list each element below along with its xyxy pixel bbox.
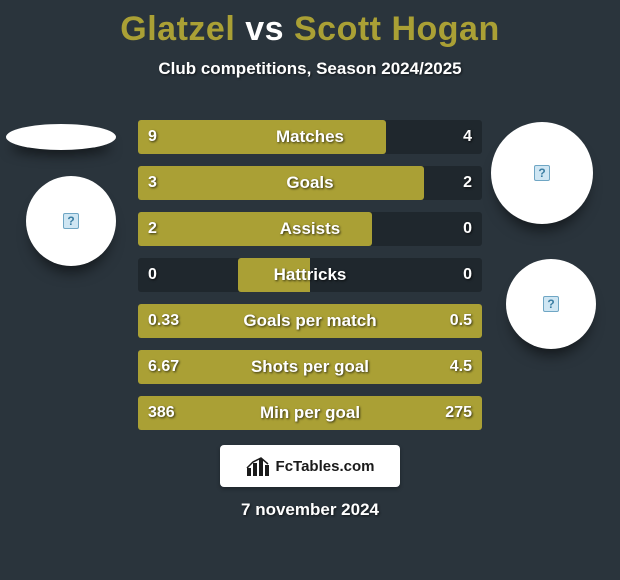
bar-left: [138, 120, 310, 154]
date-label: 7 november 2024: [0, 500, 620, 520]
value-left: 6.67: [148, 350, 179, 384]
title-vs: vs: [245, 10, 284, 48]
bar-left: [138, 166, 310, 200]
value-right: 275: [445, 396, 472, 430]
value-right: 2: [463, 166, 472, 200]
placeholder-icon: ?: [63, 213, 79, 229]
brand-text: FcTables.com: [276, 458, 375, 475]
value-left: 386: [148, 396, 175, 430]
value-left: 2: [148, 212, 157, 246]
value-right: 4.5: [450, 350, 472, 384]
bar-right: [310, 120, 386, 154]
stat-row: 0.330.5Goals per match: [138, 304, 482, 338]
value-left: 3: [148, 166, 157, 200]
stat-row: 20Assists: [138, 212, 482, 246]
stat-row: 0 0Hattricks: [138, 258, 482, 292]
page-title: Glatzel vs Scott Hogan: [0, 0, 620, 49]
bar-right: [310, 166, 424, 200]
value-right: 0.5: [450, 304, 472, 338]
avatar-disc-right-bottom: ?: [506, 259, 596, 349]
stat-row: 32Goals: [138, 166, 482, 200]
brand-bars-icon: [246, 456, 270, 476]
bar-left: [138, 212, 310, 246]
value-right: 0: [463, 258, 472, 292]
bar-left: [238, 258, 310, 292]
brand-box: FcTables.com: [220, 445, 400, 487]
avatar-ellipse: [6, 124, 116, 150]
stat-row: 94Matches: [138, 120, 482, 154]
bar-right: [310, 212, 372, 246]
value-left: 0: [148, 258, 157, 292]
avatar-disc-left: ?: [26, 176, 116, 266]
stat-row: 386275Min per goal: [138, 396, 482, 430]
value-left: 9: [148, 120, 157, 154]
title-player2: Scott Hogan: [294, 10, 500, 48]
title-player1: Glatzel: [120, 10, 235, 48]
comparison-chart: 94Matches32Goals20Assists00Hattricks0.33…: [138, 120, 482, 442]
row-label: Hattricks: [138, 258, 482, 292]
placeholder-icon: ?: [534, 165, 550, 181]
placeholder-icon: ?: [543, 296, 559, 312]
subtitle: Club competitions, Season 2024/2025: [0, 59, 620, 79]
value-right: 0: [463, 212, 472, 246]
stat-row: 6.674.5Shots per goal: [138, 350, 482, 384]
value-right: 4: [463, 120, 472, 154]
avatar-disc-right-top: ?: [491, 122, 593, 224]
value-left: 0.33: [148, 304, 179, 338]
